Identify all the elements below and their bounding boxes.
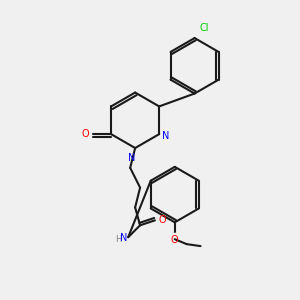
Text: N: N [120,233,127,243]
Text: O: O [171,235,178,245]
Text: N: N [128,153,136,163]
Text: Cl: Cl [200,23,209,33]
Text: O: O [82,129,89,139]
Text: O: O [159,215,166,225]
Text: N: N [162,131,169,141]
Text: H: H [115,235,121,244]
